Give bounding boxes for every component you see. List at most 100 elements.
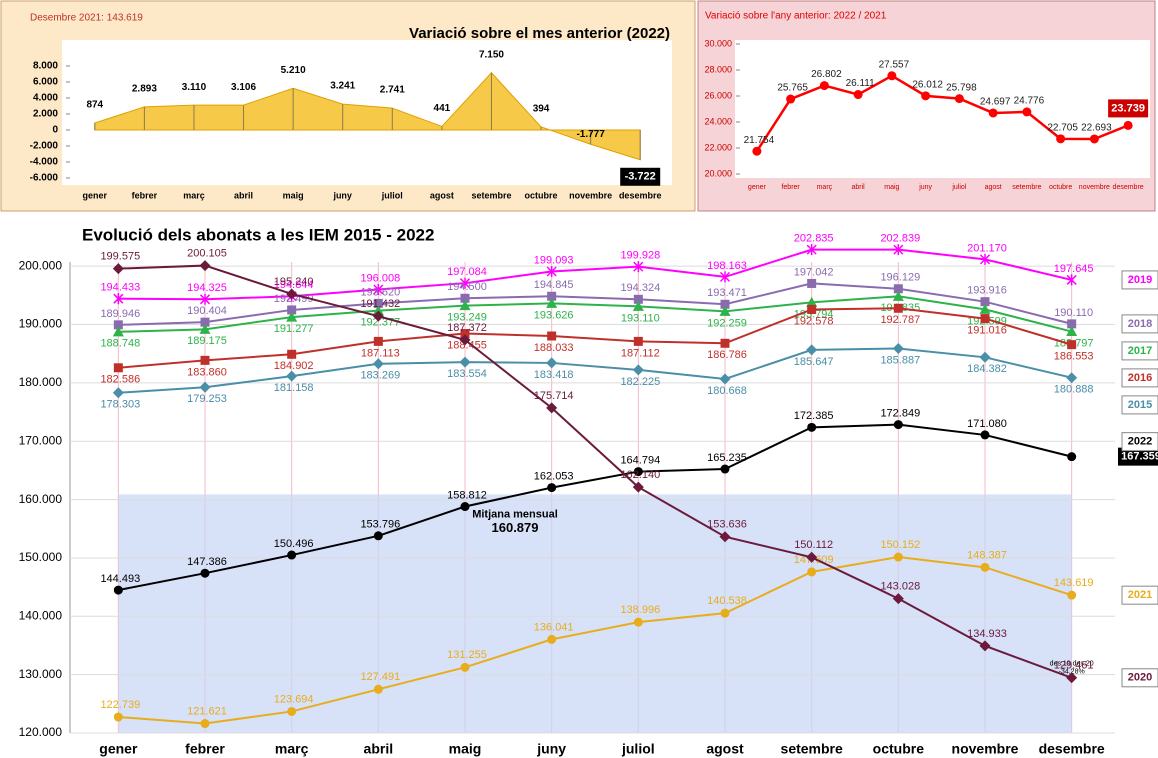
value-label: 144.493	[100, 573, 140, 585]
x-tick-label: setembre	[471, 190, 511, 200]
x-tick-label: juliol	[381, 190, 403, 200]
y-tick-label: -6.000	[30, 173, 59, 184]
marker	[200, 719, 210, 729]
mean-label: Mitjana mensual	[472, 508, 558, 520]
line	[118, 423, 1072, 592]
chart-title: Evolució dels abonats a les IEM 2015 - 2…	[82, 225, 434, 244]
value-label: 194.433	[100, 282, 140, 294]
value-label: 140.538	[707, 595, 747, 607]
value-label: 178.303	[100, 399, 140, 411]
x-tick-label: octubre	[873, 741, 925, 757]
y-tick-label: 120.000	[19, 725, 63, 739]
marker	[633, 617, 643, 627]
marker	[460, 329, 470, 339]
value-label: 172.849	[880, 408, 920, 420]
marker	[373, 298, 383, 308]
x-tick-label: març	[275, 741, 309, 757]
marker	[286, 288, 298, 300]
marker	[1067, 452, 1077, 462]
value-label: 25.798	[946, 82, 977, 93]
marker	[199, 323, 211, 334]
value-label: 22.693	[1081, 123, 1112, 134]
marker	[719, 373, 731, 385]
value-label: 3.241	[330, 81, 355, 92]
x-tick-label: desembre	[1039, 741, 1105, 757]
marker	[633, 294, 643, 304]
annotation: -34,28%	[1059, 669, 1085, 676]
marker	[893, 244, 904, 256]
value-label: 3.106	[231, 82, 256, 93]
value-label: 158.812	[447, 489, 487, 501]
x-tick-label: agost	[985, 184, 1002, 191]
marker	[807, 567, 817, 577]
marker	[547, 634, 557, 644]
value-label: -1.777	[576, 129, 605, 140]
value-label: 180.668	[707, 385, 747, 397]
marker	[1067, 340, 1077, 350]
value-label: 121.621	[187, 705, 227, 717]
marker	[819, 81, 829, 91]
value-label: 183.860	[187, 366, 227, 378]
line	[118, 347, 1072, 394]
marker	[460, 293, 470, 303]
y-tick-label: 0	[52, 125, 58, 136]
y-tick-label: 26.000	[704, 90, 732, 100]
marker	[112, 387, 124, 399]
marker	[632, 300, 644, 311]
value-label: 193.626	[534, 309, 574, 321]
x-tick-label: abril	[234, 190, 253, 200]
marker	[806, 244, 817, 256]
line	[755, 74, 1129, 152]
value-label: 394	[533, 103, 550, 114]
y-tick-label: 22.000	[704, 142, 732, 152]
marker	[1066, 326, 1078, 337]
x-tick-label: maig	[283, 190, 304, 200]
marker	[373, 684, 383, 694]
value-label: 191.016	[967, 325, 1007, 337]
marker	[752, 146, 762, 156]
marker	[720, 464, 730, 474]
marker	[720, 608, 730, 618]
marker	[633, 336, 643, 346]
marker	[199, 293, 211, 305]
x-tick-label: agost	[706, 741, 744, 757]
y-tick-label: 200.000	[19, 258, 63, 272]
marker	[979, 303, 991, 314]
value-label: 129.461	[1054, 660, 1094, 672]
marker	[113, 320, 123, 330]
marker	[807, 304, 817, 314]
value-label: 25.765	[777, 83, 808, 94]
value-label: 5.210	[281, 65, 306, 76]
marker	[806, 344, 818, 356]
marker	[373, 336, 383, 346]
marker	[980, 314, 990, 324]
marker	[460, 502, 470, 512]
value-label: 148.387	[967, 549, 1007, 561]
y-tick-label: -4.000	[30, 157, 59, 168]
marker	[113, 585, 123, 595]
value-label: 190.110	[1054, 307, 1093, 319]
value-label: 194.845	[534, 279, 574, 291]
x-tick-label: febrer	[185, 741, 225, 757]
marker	[954, 94, 964, 104]
value-label-box	[620, 167, 661, 186]
marker	[633, 261, 644, 273]
value-label: 153.636	[707, 519, 747, 531]
marker	[633, 467, 643, 477]
value-label: 182.586	[100, 374, 140, 386]
marker	[1056, 134, 1066, 144]
marker	[1066, 274, 1077, 286]
value-label: 183.418	[534, 369, 574, 381]
marker	[199, 260, 211, 272]
value-label: 147.386	[187, 556, 227, 568]
marker	[546, 357, 558, 369]
marker	[980, 430, 990, 440]
x-tick-label: octubre	[525, 190, 558, 200]
value-label: 3.110	[182, 82, 207, 93]
marker	[547, 331, 557, 341]
marker	[720, 299, 730, 309]
marker	[547, 483, 557, 493]
value-label: 153.796	[360, 519, 400, 531]
marker	[720, 338, 730, 348]
value-label: 196.008	[360, 272, 400, 284]
